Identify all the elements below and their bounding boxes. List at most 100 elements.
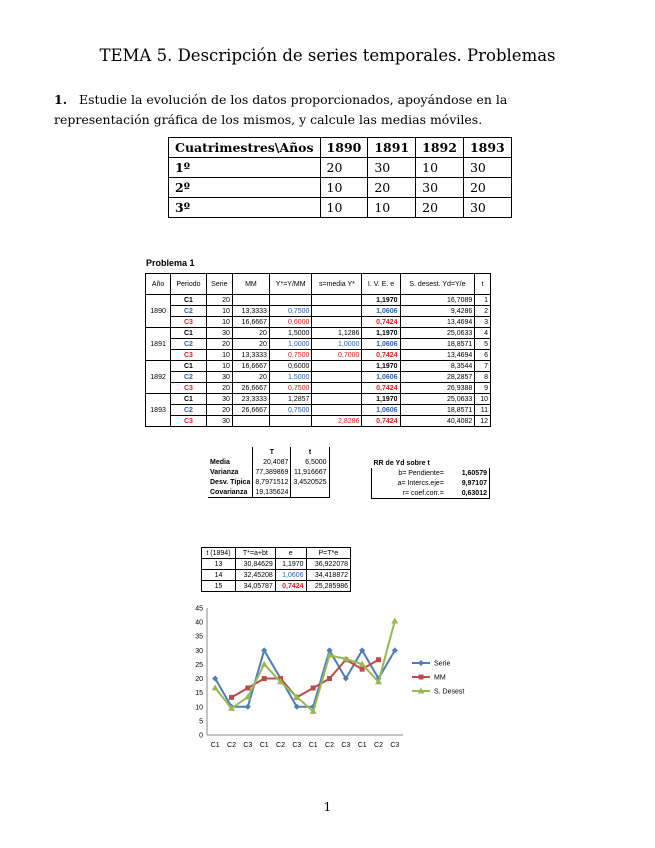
year-cell: 1890 <box>144 294 172 328</box>
table-cell: 77,389869 <box>252 467 292 477</box>
table-cell: 0,7424 <box>361 415 401 427</box>
regression-title: RR de Yd sobre t <box>373 459 430 467</box>
table-cell: 30 <box>205 393 233 405</box>
data-point <box>228 704 235 711</box>
line-chart: 0 5 10 15 20 25 30 35 40 45 C1 C2 C3 C1 C2 C3 C1 C2 C3 C1 C2… <box>195 606 464 750</box>
data-point <box>244 693 252 700</box>
table-cell: 20 <box>231 371 270 383</box>
table-row: C3 20 26,6667 0,7500 0,7424 26,9388 9 <box>146 382 491 394</box>
table-cell <box>268 294 313 306</box>
table-cell: Covarianza <box>208 487 254 498</box>
y-tick-label: 45 <box>195 606 203 613</box>
table-cell: 1,1286 <box>311 327 363 339</box>
table-cell: r= coef.corr.= <box>370 488 446 499</box>
table-cell: C1 <box>170 327 207 339</box>
table-cell: 1,0606 <box>361 371 401 383</box>
table-row: Covarianza 19,135624 <box>208 487 330 498</box>
column-header: Año <box>144 273 172 295</box>
table-cell: 20 <box>205 404 233 416</box>
year-cell: 1892 <box>144 360 172 394</box>
table-cell: 11,916667 <box>290 467 330 477</box>
table-cell: 26,9388 <box>399 382 476 394</box>
table-row: C3 30 2,8286 0,7424 40,4082 12 <box>146 415 491 427</box>
table-cell: 9,4286 <box>399 305 476 317</box>
table-cell: 25,0633 <box>399 327 476 339</box>
table-cell: 10 <box>205 360 233 372</box>
x-tick-label: C1 <box>211 742 220 749</box>
table-cell: 30 <box>462 197 512 218</box>
table-cell: 13 <box>201 558 236 570</box>
table-cell: 40,4082 <box>399 415 476 427</box>
table-cell: 0,7500 <box>268 382 313 394</box>
table-cell: 16,7089 <box>399 294 476 306</box>
table-cell: 13,3333 <box>231 349 270 361</box>
table-cell: C3 <box>170 382 207 394</box>
title-row: RR de Yd sobre t <box>372 458 490 468</box>
data-point <box>376 657 381 663</box>
data-point <box>359 666 365 672</box>
table-cell: 0,7424 <box>361 382 401 394</box>
table-cell: C2 <box>170 305 207 317</box>
table-row: 1892 C1 10 16,6667 0,6000 1,1970 8,3544 7 <box>144 360 491 394</box>
table-cell <box>311 305 363 317</box>
table-cell: 14 <box>201 569 236 581</box>
table-cell: 1,60579 <box>445 468 490 478</box>
column-header: 1891 <box>367 137 417 158</box>
table-row: 1893 C1 30 23,3333 1,2857 1,1970 25,0633 10 <box>144 393 491 427</box>
table-cell: C1 <box>170 360 207 372</box>
data-point <box>261 676 267 682</box>
column-header: Serie <box>205 273 233 295</box>
row-header: 3º <box>168 197 321 218</box>
page-number: 1 <box>323 800 332 814</box>
table-cell: 23,3333 <box>231 393 270 405</box>
table-cell: C2 <box>170 338 207 350</box>
table-row: 3º 10 10 20 30 <box>168 197 512 218</box>
table-cell: 34,05787 <box>234 580 276 592</box>
x-tick-label: C1 <box>358 742 367 749</box>
table-cell: 30,84629 <box>234 558 276 570</box>
data-point <box>375 678 382 685</box>
header-row: t (1894) T*=a+bt e P=T*e <box>201 547 352 559</box>
x-tick-label: C1 <box>309 742 318 749</box>
table-row: C3 10 13,3333 0,7500 0,7000 0,7424 13,4694 6 <box>146 349 491 361</box>
table-row: a= Intercs.eje= 9,97107 <box>370 478 490 488</box>
table-cell: 8,3544 <box>399 360 476 372</box>
column-header: S. desest. Yd=Y/e <box>399 273 476 295</box>
data-point <box>310 703 317 710</box>
data-point <box>326 647 333 654</box>
x-tick-label: C3 <box>292 742 301 749</box>
data-table: Cuatrimestres\Años 1890 1891 1892 1893 1º 20 30… <box>168 137 512 218</box>
table-cell <box>311 393 363 405</box>
table-cell: 28,2857 <box>399 371 476 383</box>
table-cell: 10 <box>205 316 233 328</box>
table-cell: 0,7424 <box>361 349 401 361</box>
column-header: t (1894) <box>201 547 236 559</box>
column-header: Cuatrimestres\Años <box>168 137 321 158</box>
table-cell: 30 <box>205 327 233 339</box>
table-cell: 18,8571 <box>399 338 476 350</box>
table-cell: 13,3333 <box>231 305 270 317</box>
x-tick-label: C3 <box>390 742 399 749</box>
column-header <box>208 447 254 457</box>
header-row: Cuatrimestres\Años 1890 1891 1892 1893 <box>168 137 512 158</box>
table-cell: C3 <box>170 415 207 427</box>
x-tick-label: C2 <box>276 742 285 749</box>
table-row: Desv. Típica 8,7971512 3,4520525 <box>208 477 330 487</box>
table-row: 2º 10 20 30 20 <box>168 177 512 198</box>
table-cell: 0,6000 <box>268 316 313 328</box>
column-header: Periodo <box>170 273 207 295</box>
problem-1-statement: 1. Estudie la evolución de los datos pro… <box>54 90 604 130</box>
table-cell: C2 <box>170 371 207 383</box>
table-cell: 20 <box>367 177 417 198</box>
column-header: Y*=Y/MM <box>268 273 313 295</box>
table-cell: 0,7424 <box>361 316 401 328</box>
table-cell: 1,0606 <box>274 569 307 581</box>
x-tick-label: C2 <box>227 742 236 749</box>
table-cell: 20 <box>205 382 233 394</box>
table-cell: a= Intercs.eje= <box>370 478 446 488</box>
table-cell: 10 <box>205 305 233 317</box>
table-row: 14 32,45208 1,0606 34,418872 <box>201 569 352 581</box>
table-cell <box>311 316 363 328</box>
table-cell: 2,8286 <box>311 415 363 427</box>
table-cell: 30 <box>415 177 464 198</box>
